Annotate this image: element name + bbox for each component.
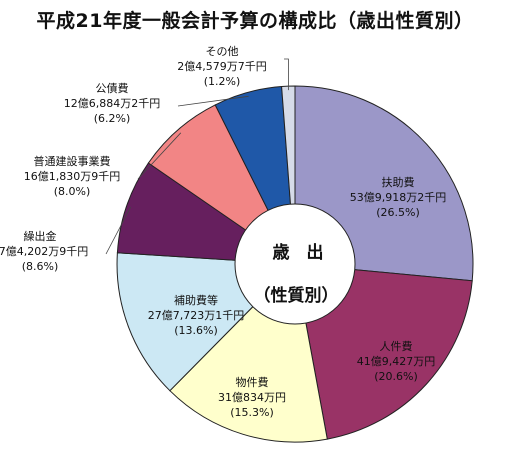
leader-line-7 — [177, 95, 249, 107]
slice-label-7: 公債費 12億6,884万2千円 (6.2%) — [64, 81, 161, 125]
leader-line-8 — [284, 58, 289, 91]
slice-name: 人件費 — [380, 339, 413, 353]
slice-name: 普通建設事業費 — [34, 154, 111, 168]
leader-line-5 — [105, 206, 131, 255]
slice-amount: 2億4,579万7千円 — [177, 60, 267, 73]
slice-amount: 16億1,830万9千円 — [24, 170, 121, 183]
slice-percent: (1.2%) — [204, 75, 241, 88]
slice-name: 公債費 — [96, 81, 129, 95]
slice-label-3: 物件費 31億834万円 (15.3%) — [218, 375, 286, 419]
pie-slice-2 — [294, 263, 473, 440]
slice-label-2: 人件費 41億9,427万円 (20.6%) — [357, 339, 436, 383]
slice-name: 繰出金 — [24, 229, 57, 243]
slice-percent: (8.6%) — [22, 260, 59, 273]
slice-label-4: 補助費等 27億7,723万1千円 (13.6%) — [148, 293, 245, 337]
slice-amount: 12億6,884万2千円 — [64, 97, 161, 110]
leader-line-6 — [137, 132, 182, 180]
slice-label-6: 普通建設事業費 16億1,830万9千円 (8.0%) — [24, 154, 121, 198]
slice-name: その他 — [206, 45, 239, 58]
slice-label-8: その他 2億4,579万7千円 (1.2%) — [177, 45, 267, 88]
slice-percent: (15.3%) — [230, 406, 274, 419]
center-label-line1: 歳 出 — [273, 242, 324, 263]
center-hole — [234, 203, 356, 325]
leader-lines — [105, 58, 289, 255]
slice-amount: 17億4,202万9千円 — [0, 245, 88, 258]
slice-percent: (20.6%) — [374, 370, 418, 383]
chart-title: 平成21年度一般会計予算の構成比（歳出性質別） — [36, 10, 474, 32]
slice-amount: 27億7,723万1千円 — [148, 309, 245, 322]
slice-name: 物件費 — [236, 375, 269, 389]
slice-name: 補助費等 — [174, 293, 218, 307]
slice-labels: 扶助費 53億9,918万2千円 (26.5%) 人件費 41億9,427万円 (20.6… — [0, 45, 446, 419]
slice-percent: (8.0%) — [54, 185, 91, 198]
slice-label-1: 扶助費 53億9,918万2千円 (26.5%) — [350, 175, 447, 219]
slice-percent: (13.6%) — [174, 324, 218, 337]
slice-percent: (6.2%) — [94, 112, 131, 125]
slice-amount: 41億9,427万円 — [357, 355, 436, 368]
slice-amount: 53億9,918万2千円 — [350, 191, 447, 204]
slice-amount: 31億834万円 — [218, 391, 286, 404]
slice-percent: (26.5%) — [376, 206, 420, 219]
center-label-line2: （性質別） — [254, 285, 339, 306]
slice-name: 扶助費 — [382, 175, 415, 189]
slice-label-5: 繰出金 17億4,202万9千円 (8.6%) — [0, 229, 88, 273]
